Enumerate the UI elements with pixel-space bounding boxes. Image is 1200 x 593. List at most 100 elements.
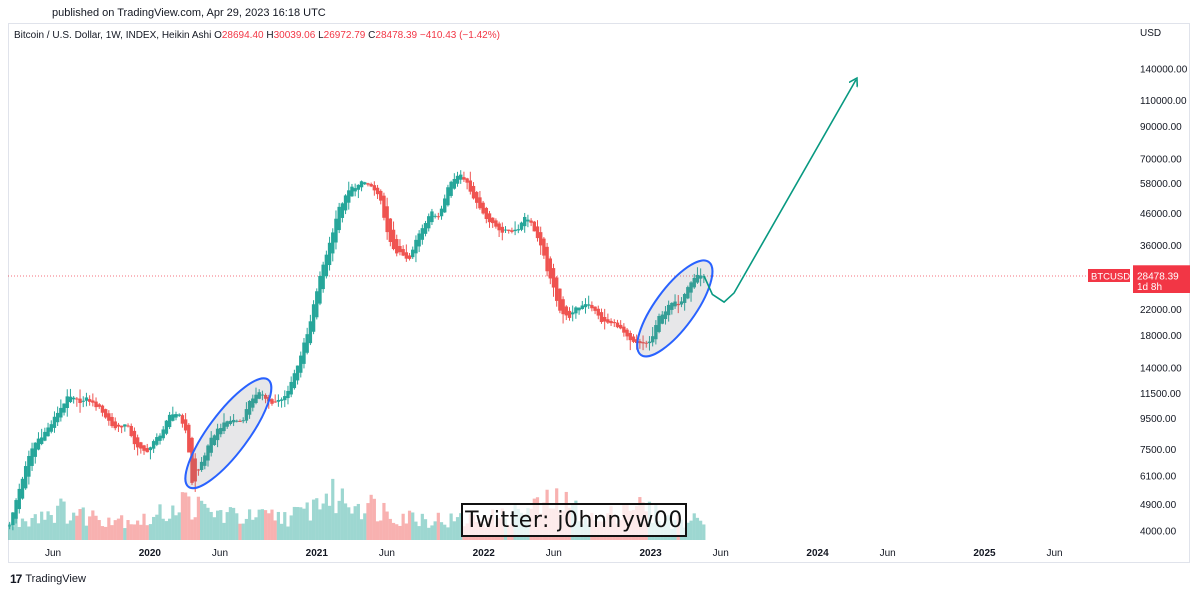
tradingview-mark-icon: 17 — [10, 572, 22, 586]
candle-body — [491, 217, 495, 224]
x-tick-label: Jun — [379, 548, 395, 559]
volume-bar — [152, 516, 156, 540]
candle-body — [411, 249, 415, 258]
volume-bar — [379, 520, 383, 540]
volume-bar — [81, 507, 85, 540]
candle-body — [113, 421, 117, 429]
candle-body — [423, 223, 428, 234]
candle-body — [340, 203, 345, 218]
x-tick-label: 2025 — [973, 548, 996, 559]
volume-bar — [279, 523, 284, 540]
volume-bar — [251, 519, 255, 540]
candle-body — [30, 448, 34, 466]
candle-body — [171, 414, 175, 421]
candle-body — [500, 226, 505, 233]
candle-body — [324, 254, 329, 277]
candle-body — [427, 216, 431, 229]
candle-body — [135, 437, 140, 448]
candle-series — [7, 170, 706, 531]
volume-bar — [289, 515, 293, 540]
candle-body — [183, 419, 188, 431]
candle-body — [481, 202, 485, 214]
volume-bar — [459, 513, 463, 540]
volume-bar — [401, 513, 405, 540]
candle-body — [129, 425, 133, 436]
volume-bar — [372, 498, 376, 540]
volume-bar — [91, 510, 95, 540]
volume-bar — [110, 525, 114, 540]
volume-bar — [689, 520, 693, 540]
candle-body — [641, 342, 645, 344]
candle-body — [455, 175, 460, 184]
candle-body — [75, 398, 79, 400]
volume-bar — [267, 513, 271, 540]
volume-bar — [699, 520, 703, 540]
candle-body — [647, 341, 652, 344]
candle-body — [289, 381, 293, 395]
volume-bar — [308, 520, 312, 540]
volume-bar — [43, 519, 47, 540]
candle-body — [327, 242, 332, 266]
candle-body — [222, 422, 226, 432]
y-tick-label: 140000.00 — [1140, 65, 1188, 76]
candle-body — [110, 416, 114, 427]
candle-body — [55, 412, 60, 423]
volume-bar — [286, 526, 290, 540]
candle-body — [609, 320, 613, 324]
candle-body — [487, 213, 492, 223]
candle-body — [257, 392, 261, 399]
candle-body — [606, 319, 610, 323]
y-tick-label: 18000.00 — [1140, 331, 1182, 342]
volume-bar — [292, 506, 296, 540]
candle-body — [305, 334, 309, 353]
volume-bar — [334, 513, 338, 540]
volume-bar — [366, 503, 370, 540]
volume-bar — [302, 508, 306, 540]
volume-bar — [427, 527, 431, 540]
volume-bar — [353, 506, 357, 540]
volume-bar — [327, 505, 332, 540]
x-tick-label: Jun — [212, 548, 228, 559]
candle-body — [308, 321, 313, 344]
volume-bar — [404, 523, 408, 540]
candle-body — [497, 223, 501, 231]
volume-bar — [324, 493, 328, 540]
candle-body — [570, 312, 575, 315]
volume-bar — [68, 520, 73, 540]
volume-bar — [142, 513, 146, 540]
volume-bar — [62, 501, 66, 540]
candle-body — [567, 310, 572, 318]
y-tick-label: 58000.00 — [1140, 179, 1182, 190]
volume-bar — [305, 502, 309, 540]
candle-body — [676, 303, 680, 306]
low-value: 26972.79 — [323, 30, 366, 41]
candle-body — [206, 445, 210, 461]
y-tick-label: 6100.00 — [1140, 472, 1177, 483]
volume-bar — [145, 525, 149, 540]
candle-body — [187, 424, 191, 453]
x-tick-label: 2023 — [640, 548, 663, 559]
candle-body — [363, 182, 367, 185]
volume-bar — [94, 515, 98, 540]
x-tick-label: 2020 — [139, 548, 162, 559]
candle-body — [388, 218, 393, 242]
volume-bar — [318, 509, 322, 540]
volume-bar — [276, 511, 280, 540]
candle-body — [369, 183, 373, 187]
candle-body — [337, 206, 341, 231]
candle-body — [443, 198, 447, 213]
volume-bar — [420, 513, 424, 540]
tradingview-logo[interactable]: 17 TradingView — [10, 572, 86, 586]
highlight-ellipse — [184, 377, 273, 490]
candle-body — [238, 420, 242, 422]
volume-bar — [171, 505, 175, 540]
candle-body — [612, 322, 616, 324]
volume-bar — [56, 505, 60, 540]
candle-body — [91, 400, 95, 403]
volume-bar — [430, 525, 434, 540]
countdown-text: 1d 8h — [1137, 282, 1162, 293]
candle-body — [177, 414, 181, 416]
volume-bar — [356, 503, 360, 540]
volume-bar — [174, 515, 178, 540]
candle-body — [116, 424, 121, 427]
